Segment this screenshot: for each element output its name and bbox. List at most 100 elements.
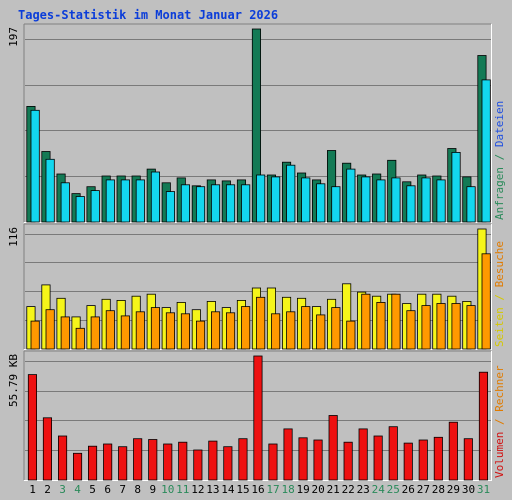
- x-tick-label-day-15: 15: [236, 483, 249, 496]
- bar-dateien-day-9: [150, 171, 161, 223]
- bar-dateien-day-28: [436, 179, 446, 223]
- bar-dateien-day-5: [90, 190, 100, 223]
- bar-dateien-day-21: [331, 186, 341, 223]
- bar-besuche-day-12: [195, 320, 206, 350]
- chart-title: Tages-Statistik im Monat Januar 2026: [18, 8, 278, 22]
- bar-volumen-day-9: [148, 439, 158, 481]
- panel-series-label: Anfragen / Dateien: [493, 101, 506, 220]
- bar-besuche-day-26: [406, 310, 416, 350]
- bar-besuche-day-31: [481, 253, 491, 350]
- bar-dateien-day-7: [120, 179, 130, 223]
- bar-besuche-day-30: [466, 305, 476, 350]
- x-tick-label-day-22: 22: [342, 483, 355, 496]
- bar-volumen-day-18: [283, 428, 293, 481]
- bar-dateien-day-25: [391, 177, 401, 223]
- x-axis-day-labels: 1 2 3 4 5 6 7 8 9 10 11 12 13 14 15 16 17 18 19 20 21 22 23 24 2…: [29, 483, 490, 496]
- bar-dateien-day-30: [466, 186, 476, 223]
- panel-max-label: 116: [7, 227, 20, 247]
- bar-dateien-day-14: [225, 184, 236, 223]
- bar-volumen-day-10: [163, 443, 173, 481]
- bar-volumen-day-25: [388, 426, 398, 481]
- bar-besuche-day-19: [301, 306, 311, 350]
- bar-besuche-day-16: [256, 296, 266, 350]
- x-tick-label-day-8: 8: [134, 483, 141, 496]
- bar-volumen-day-5: [88, 445, 98, 481]
- series-label-segment: /: [493, 147, 506, 167]
- bar-dateien-day-20: [316, 183, 326, 223]
- x-tick-label-day-1: 1: [29, 483, 36, 496]
- bar-dateien-day-26: [406, 185, 416, 223]
- bar-volumen-day-24: [373, 435, 383, 481]
- x-tick-label-day-6: 6: [104, 483, 111, 496]
- bar-besuche-day-25: [391, 293, 401, 350]
- x-tick-label-day-12: 12: [191, 483, 204, 496]
- x-tick-label-day-9: 9: [149, 483, 156, 496]
- series-label-segment: /: [493, 412, 506, 432]
- x-tick-label-day-19: 19: [296, 483, 309, 496]
- bar-volumen-day-6: [103, 443, 113, 481]
- bar-besuche-day-24: [376, 301, 386, 350]
- bar-dateien-day-8: [135, 179, 145, 223]
- x-tick-label-day-7: 7: [119, 483, 126, 496]
- x-tick-label-day-3: 3: [59, 483, 66, 496]
- panel-max-label: 55.79 KB: [7, 354, 20, 407]
- bar-besuche-day-7: [120, 315, 130, 350]
- bar-dateien-day-11: [180, 184, 191, 223]
- series-label-segment: Besuche: [493, 241, 506, 287]
- bar-besuche-day-27: [421, 305, 431, 350]
- series-label-segment: Dateien: [493, 101, 506, 147]
- bar-besuche-day-23: [361, 293, 371, 350]
- x-tick-label-day-2: 2: [44, 483, 51, 496]
- x-tick-label-day-18: 18: [281, 483, 294, 496]
- bar-volumen-day-11: [178, 441, 188, 481]
- bar-volumen-day-21: [328, 415, 338, 481]
- bar-volumen-day-12: [193, 449, 203, 481]
- bar-besuche-day-1: [30, 320, 40, 350]
- bar-besuche-day-10: [165, 312, 176, 350]
- x-tick-label-day-21: 21: [327, 483, 340, 496]
- x-tick-label-day-13: 13: [206, 483, 219, 496]
- bar-besuche-day-9: [150, 307, 161, 350]
- bar-dateien-day-24: [376, 179, 386, 223]
- x-tick-label-day-5: 5: [89, 483, 96, 496]
- x-tick-label-day-20: 20: [311, 483, 324, 496]
- bar-volumen-day-30: [463, 438, 473, 481]
- bar-dateien-day-1: [30, 109, 40, 223]
- bar-besuche-day-6: [105, 310, 115, 350]
- series-label-segment: Volumen: [493, 432, 506, 478]
- bar-dateien-day-29: [451, 151, 461, 223]
- x-tick-label-day-30: 30: [462, 483, 475, 496]
- bar-volumen-day-27: [418, 439, 428, 481]
- bar-dateien-day-3: [60, 182, 70, 223]
- bar-dateien-day-10: [165, 191, 176, 223]
- bar-besuche-day-11: [180, 313, 191, 350]
- x-tick-label-day-4: 4: [74, 483, 81, 496]
- bar-besuche-day-4: [75, 327, 85, 350]
- bar-volumen-day-13: [208, 440, 218, 481]
- panel-top: 197 Anfragen / Dateien: [7, 23, 506, 223]
- bar-dateien-day-13: [210, 184, 221, 223]
- bar-dateien-day-16: [256, 174, 266, 223]
- bar-volumen-day-31: [478, 371, 488, 481]
- bar-besuche-day-14: [225, 312, 236, 350]
- bar-besuche-day-8: [135, 311, 145, 350]
- bar-besuche-day-15: [241, 306, 251, 350]
- chart-panels: 197 Anfragen / Dateien 116 Seiten / Besuche…: [7, 23, 506, 481]
- bar-dateien-day-4: [75, 196, 85, 223]
- panel-series-label: Volumen / Rechner: [493, 365, 506, 478]
- x-tick-label-day-16: 16: [251, 483, 264, 496]
- series-label-segment: /: [493, 287, 506, 307]
- bar-volumen-day-14: [223, 446, 233, 481]
- bar-besuche-day-29: [451, 303, 461, 350]
- bar-dateien-day-19: [301, 177, 311, 223]
- bar-dateien-day-15: [241, 184, 251, 223]
- bar-volumen-day-1: [27, 374, 37, 481]
- bar-besuche-day-28: [436, 303, 446, 350]
- bar-dateien-day-23: [361, 176, 371, 223]
- bar-volumen-day-28: [433, 436, 443, 481]
- bar-volumen-day-3: [58, 435, 68, 481]
- bar-besuche-day-2: [45, 309, 55, 350]
- x-tick-label-day-17: 17: [266, 483, 279, 496]
